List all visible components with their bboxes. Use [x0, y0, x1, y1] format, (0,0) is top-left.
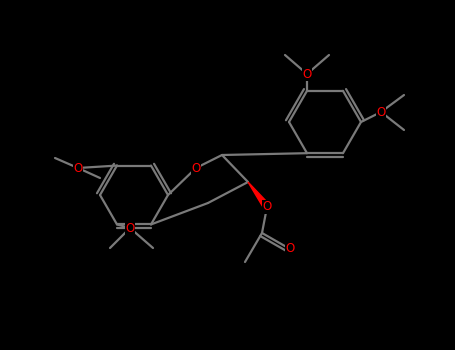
Text: O: O — [192, 161, 201, 175]
Text: O: O — [126, 222, 135, 235]
Text: O: O — [303, 68, 312, 80]
Text: O: O — [376, 105, 386, 119]
Text: O: O — [263, 201, 272, 214]
Polygon shape — [248, 182, 270, 209]
Text: O: O — [73, 161, 83, 175]
Text: O: O — [285, 243, 295, 256]
